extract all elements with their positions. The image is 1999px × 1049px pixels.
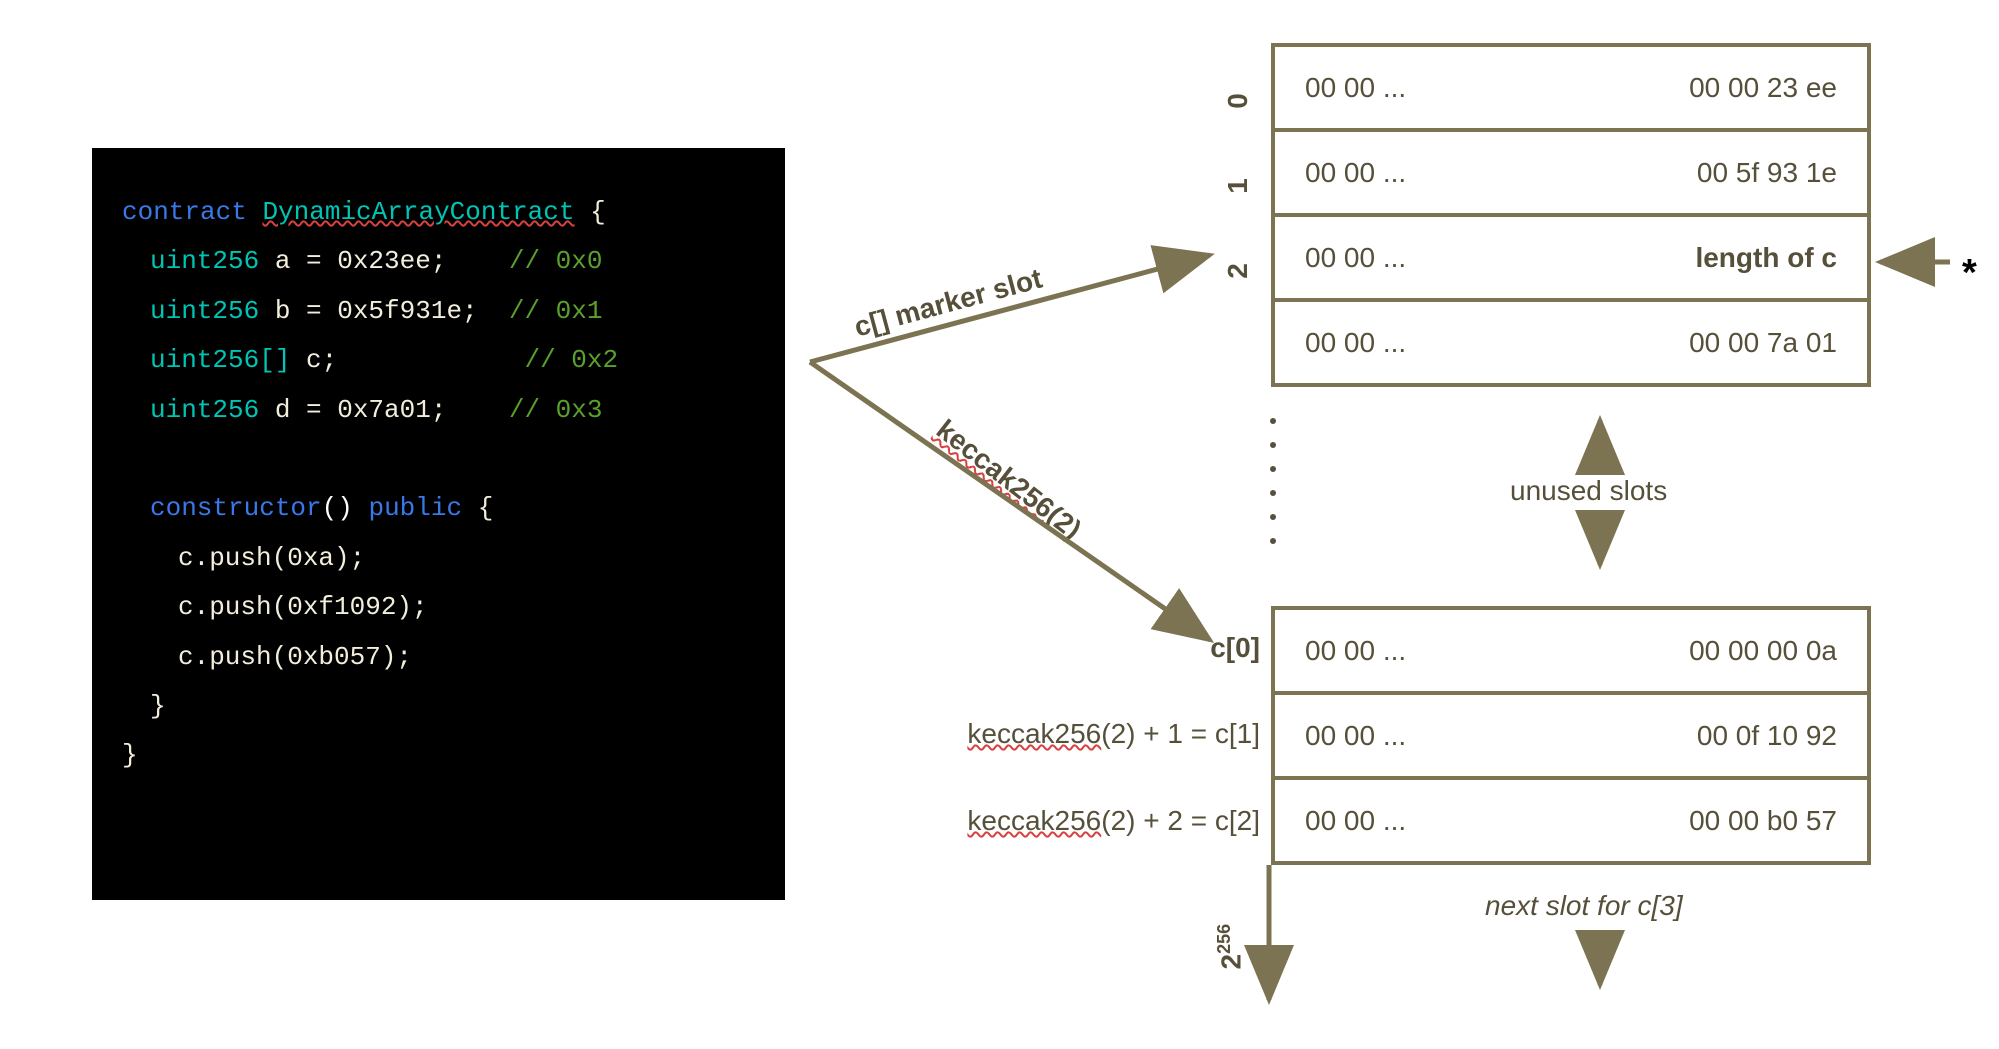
code-line-push1: c.push(0xa); <box>122 534 755 583</box>
mem-right: 00 00 23 ee <box>1689 72 1837 104</box>
mem-left: 00 00 ... <box>1305 720 1406 752</box>
row-label-c0: c[0] <box>1180 632 1260 664</box>
mem-left: 00 00 ... <box>1305 327 1406 359</box>
code-line-a: uint256 a = 0x23ee; // 0x0 <box>122 237 755 286</box>
memory-table-top: 00 00 ... 00 00 23 ee 00 00 ... 00 5f 93… <box>1271 43 1871 387</box>
code-line-b: uint256 b = 0x5f931e; // 0x1 <box>122 287 755 336</box>
unused-slots-label: unused slots <box>1510 475 1667 507</box>
code-line-blank <box>122 435 755 484</box>
code-line-contract: contract DynamicArrayContract { <box>122 188 755 237</box>
mem-row-c2: 00 00 ... 00 00 b0 57 <box>1271 780 1871 865</box>
mem-row-1: 00 00 ... 00 5f 93 1e <box>1271 132 1871 217</box>
next-slot-label: next slot for c[3] <box>1485 890 1683 922</box>
asterisk-marker: * <box>1962 252 1977 295</box>
mem-right: 00 00 7a 01 <box>1689 327 1837 359</box>
mem-left: 00 00 ... <box>1305 157 1406 189</box>
mem-left: 00 00 ... <box>1305 805 1406 837</box>
mem-right: 00 00 00 0a <box>1689 635 1837 667</box>
keccak-label: keccak256(2) <box>930 413 1087 546</box>
mem-left: 00 00 ... <box>1305 635 1406 667</box>
mem-row-3: 00 00 ... 00 00 7a 01 <box>1271 302 1871 387</box>
code-line-d: uint256 d = 0x7a01; // 0x3 <box>122 386 755 435</box>
mem-right: 00 0f 10 92 <box>1697 720 1837 752</box>
slot-label-2: 2 <box>1222 263 1254 279</box>
two-pow-256-label: 2256 <box>1214 924 1247 970</box>
mem-row-0: 00 00 ... 00 00 23 ee <box>1271 47 1871 132</box>
row-label-c2: keccak256(2) + 2 = c[2] <box>880 805 1260 837</box>
code-line-push3: c.push(0xb057); <box>122 633 755 682</box>
mem-right: length of c <box>1695 242 1837 274</box>
mem-right: 00 5f 93 1e <box>1697 157 1837 189</box>
code-line-close-inner: } <box>122 682 755 731</box>
marker-slot-label: c[] marker slot <box>851 263 1046 344</box>
code-line-close-outer: } <box>122 731 755 780</box>
vertical-dots <box>1270 418 1276 544</box>
code-line-c: uint256[] c; // 0x2 <box>122 336 755 385</box>
mem-right: 00 00 b0 57 <box>1689 805 1837 837</box>
slot-label-0: 0 <box>1222 93 1254 109</box>
mem-left: 00 00 ... <box>1305 242 1406 274</box>
code-line-ctor: constructor() public { <box>122 484 755 533</box>
memory-table-bottom: 00 00 ... 00 00 00 0a 00 00 ... 00 0f 10… <box>1271 606 1871 865</box>
mem-left: 00 00 ... <box>1305 72 1406 104</box>
mem-row-2: 00 00 ... length of c <box>1271 217 1871 302</box>
row-label-c1: keccak256(2) + 1 = c[1] <box>880 718 1260 750</box>
mem-row-c0: 00 00 ... 00 00 00 0a <box>1271 610 1871 695</box>
slot-label-1: 1 <box>1222 178 1254 194</box>
mem-row-c1: 00 00 ... 00 0f 10 92 <box>1271 695 1871 780</box>
code-line-push2: c.push(0xf1092); <box>122 583 755 632</box>
code-block: contract DynamicArrayContract { uint256 … <box>92 148 785 900</box>
